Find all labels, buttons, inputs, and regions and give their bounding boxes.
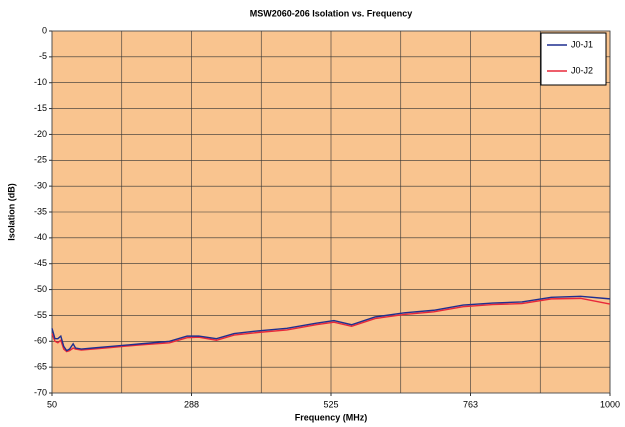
x-tick-label: 288 [184,399,199,409]
x-tick-label: 763 [463,399,478,409]
legend-label: J0-J1 [571,39,593,49]
y-tick-label: -20 [34,129,47,139]
y-tick-label: -10 [34,77,47,87]
y-tick-label: -70 [34,387,47,397]
x-tick-label: 525 [323,399,338,409]
y-axis-label: Isolation (dB) [6,183,16,241]
y-tick-label: -30 [34,181,47,191]
x-tick-label: 1000 [600,399,620,409]
y-tick-label: -35 [34,206,47,216]
y-tick-label: -25 [34,155,47,165]
series-line [51,295,611,352]
y-tick-label: -40 [34,232,47,242]
y-tick-label: -15 [34,103,47,113]
y-tick-label: -50 [34,284,47,294]
series-line [51,297,611,353]
legend-label: J0-J2 [571,65,593,75]
y-tick-label: -60 [34,336,47,346]
y-tick-label: -5 [39,51,47,61]
y-tick-label: 0 [42,25,47,35]
x-tick-label: 50 [47,399,57,409]
legend-box [540,32,607,86]
y-tick-label: -45 [34,258,47,268]
y-tick-label: -55 [34,310,47,320]
x-axis-label: Frequency (MHz) [295,412,368,422]
chart-title: MSW2060-206 Isolation vs. Frequency [250,8,413,18]
y-tick-label: -65 [34,362,47,372]
